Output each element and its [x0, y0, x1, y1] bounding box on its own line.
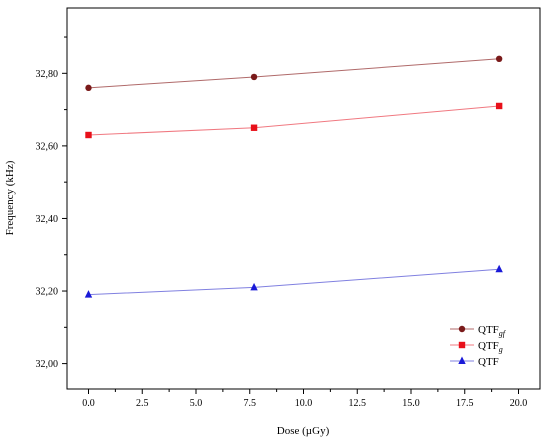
x-tick-label: 5.0 — [190, 398, 203, 409]
x-tick-label: 0.0 — [82, 398, 95, 409]
legend-marker — [458, 325, 466, 333]
data-point — [250, 282, 258, 291]
y-axis-title: Frequency (kHz) — [4, 160, 16, 235]
data-point — [84, 290, 93, 298]
data-point — [250, 73, 258, 81]
x-tick-label: 20.0 — [510, 398, 528, 409]
y-tick-label: 32,60 — [36, 141, 59, 152]
series-2 — [85, 102, 503, 139]
legend-label: QTF — [478, 356, 499, 368]
y-axis-ticks: 32,00 32,20 32,40 32,60 32,80 — [36, 36, 67, 370]
x-axis-ticks: 0.0 2.5 5.0 7.5 10.0 12.5 15.0 17.5 20.0 — [82, 389, 527, 409]
series-1 — [85, 55, 503, 92]
series-line — [88, 105, 500, 136]
legend-item: QTF — [450, 356, 499, 368]
x-tick-label: 10.0 — [295, 398, 313, 409]
legend-item: QTFgf — [450, 324, 507, 338]
series-layer — [84, 55, 503, 298]
x-tick-label: 12.5 — [349, 398, 367, 409]
legend-label: QTFg — [478, 340, 503, 354]
x-tick-label: 17.5 — [456, 398, 474, 409]
legend-marker — [458, 341, 466, 349]
series-line — [88, 58, 500, 89]
y-tick-label: 32,80 — [36, 69, 59, 80]
data-point — [85, 84, 92, 92]
data-point — [250, 124, 258, 131]
x-axis-title: Dose (µGy) — [277, 425, 330, 437]
x-tick-label: 2.5 — [136, 398, 149, 409]
y-tick-label: 32,40 — [36, 214, 59, 225]
data-point — [495, 102, 503, 110]
data-point — [495, 264, 503, 273]
y-tick-label: 32,00 — [36, 359, 59, 370]
series-line — [88, 268, 500, 296]
x-tick-label: 7.5 — [244, 398, 257, 409]
plot-frame — [66, 7, 541, 390]
legend: QTFgf QTFg QTF — [450, 324, 507, 368]
legend-item: QTFg — [450, 340, 503, 354]
x-tick-label: 15.0 — [402, 398, 420, 409]
series-3 — [84, 264, 503, 298]
legend-label: QTFgf — [478, 324, 507, 338]
data-point — [495, 55, 503, 62]
legend-marker — [458, 356, 466, 365]
data-point — [85, 131, 92, 139]
y-tick-label: 32,20 — [36, 287, 59, 298]
